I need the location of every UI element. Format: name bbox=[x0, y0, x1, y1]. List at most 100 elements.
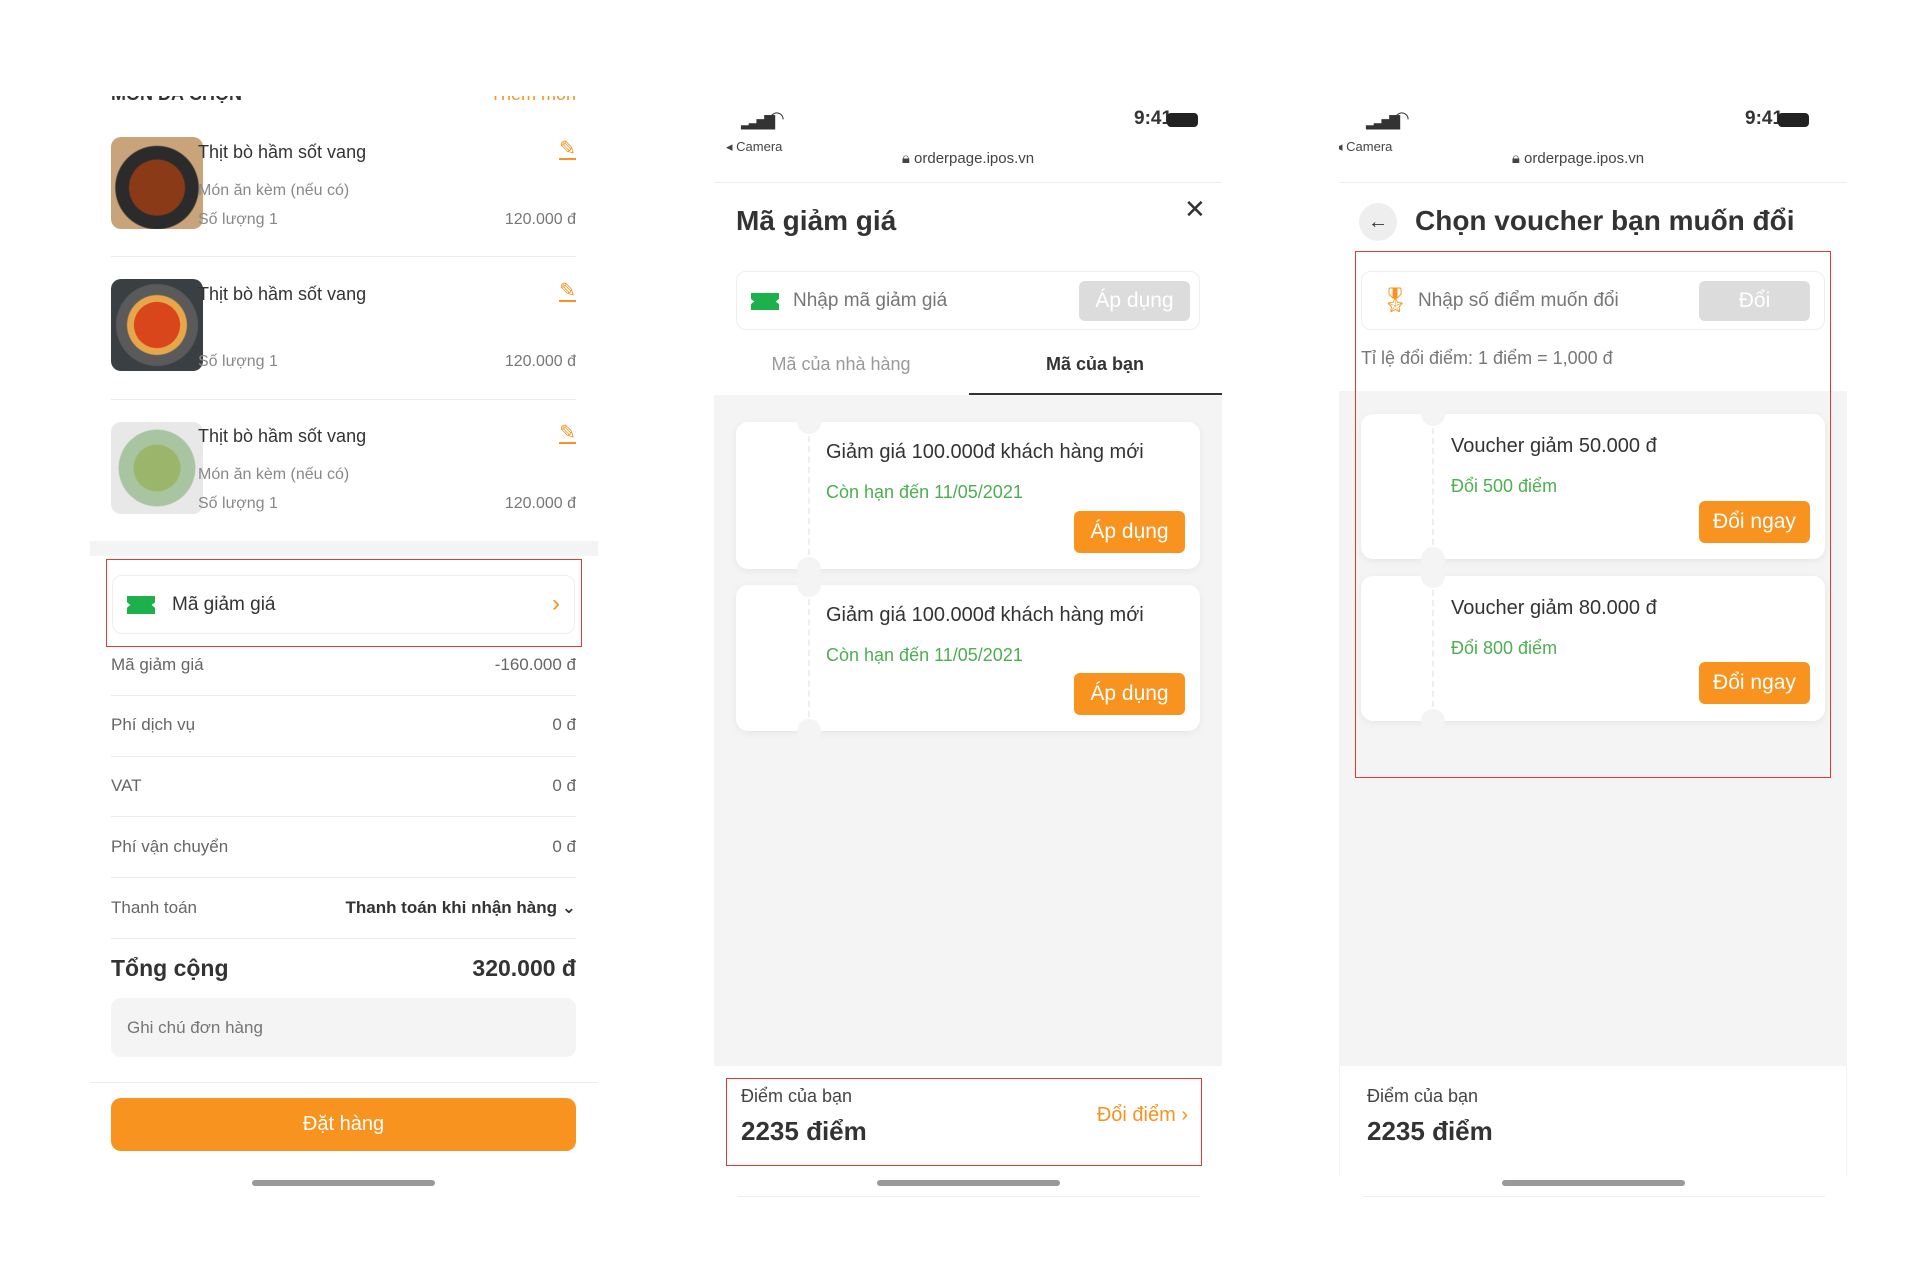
section-gap bbox=[90, 541, 598, 556]
status-bar: ▂▃▅▇ ◠ 9:41 bbox=[1339, 108, 1847, 134]
voucher-title: Voucher giảm 50.000 đ bbox=[1451, 435, 1657, 457]
battery-icon bbox=[1778, 113, 1809, 127]
divider bbox=[111, 877, 576, 878]
item-price: 120.000 đ bbox=[504, 211, 576, 228]
voucher-card: Giảm giá 100.000đ khách hàng mới Còn hạn… bbox=[736, 410, 1200, 581]
total-row: Tổng cộng 320.000 đ bbox=[111, 955, 576, 982]
edit-icon[interactable]: ✎ bbox=[559, 280, 576, 302]
add-more-link[interactable]: Thêm món bbox=[490, 96, 576, 105]
apply-code-button[interactable]: Áp dụng bbox=[1079, 281, 1190, 321]
active-tab-indicator bbox=[969, 393, 1222, 395]
notch bbox=[797, 410, 821, 434]
signal-icon: ▂▃▅▇ bbox=[1366, 113, 1400, 129]
tab-restaurant-codes[interactable]: Mã của nhà hàng bbox=[771, 354, 911, 374]
wifi-icon: ◠ bbox=[769, 108, 785, 128]
points-input[interactable] bbox=[1418, 284, 1678, 318]
item-qty: Số lượng 1 bbox=[198, 353, 278, 370]
voucher-list: Giảm giá 100.000đ khách hàng mới Còn hạn… bbox=[714, 395, 1222, 1066]
edit-icon[interactable]: ✎ bbox=[559, 138, 576, 160]
page-title: Chọn voucher bạn muốn đổi bbox=[1415, 205, 1795, 236]
status-bar: ▂▃▅▇ ◠ 9:41 bbox=[714, 108, 1222, 134]
dash-line bbox=[1432, 428, 1434, 545]
summary-label: Mã giảm giá bbox=[111, 655, 204, 674]
item-price: 120.000 đ bbox=[504, 495, 576, 512]
clock: 9:41 bbox=[1745, 108, 1784, 129]
order-note-input[interactable] bbox=[111, 998, 576, 1057]
summary-label: Phí dịch vụ bbox=[111, 715, 196, 734]
chevron-right-icon: › bbox=[1181, 1104, 1188, 1126]
back-arrow-icon[interactable]: ← bbox=[1359, 203, 1397, 241]
wifi-icon: ◠ bbox=[1394, 108, 1410, 128]
item-side: Món ăn kèm (nếu có) bbox=[198, 466, 350, 483]
divider bbox=[714, 182, 1222, 183]
summary-row: Phí vận chuyển 0 đ bbox=[111, 837, 576, 857]
place-order-button[interactable]: Đặt hàng bbox=[111, 1098, 576, 1151]
payment-row: Thanh toán Thanh toán khi nhận hàng ⌄ bbox=[111, 898, 576, 918]
voucher-cost: Đổi 800 điểm bbox=[1451, 638, 1558, 658]
home-indicator bbox=[1502, 1180, 1685, 1186]
divider bbox=[111, 399, 576, 400]
item-price: 120.000 đ bbox=[504, 353, 576, 370]
back-to-camera[interactable]: ◂ Camera bbox=[1339, 139, 1393, 154]
section-title: MÓN ĐÃ CHỌN bbox=[111, 96, 242, 105]
voucher-card: Voucher giảm 50.000 đ Đổi 500 điểm Đổi n… bbox=[1361, 402, 1825, 571]
coupon-row[interactable]: Mã giảm giá › bbox=[112, 575, 575, 634]
summary-value: 0 đ bbox=[552, 715, 576, 734]
points-value: 2235 điểm bbox=[1367, 1116, 1493, 1146]
divider bbox=[111, 256, 576, 257]
points-footer: Điểm của bạn 2235 điểm bbox=[1339, 1066, 1847, 1176]
coupon-code-input[interactable] bbox=[793, 284, 1053, 318]
food-image bbox=[111, 137, 203, 229]
redeem-points-link[interactable]: Đổi điểm › bbox=[1097, 1104, 1188, 1127]
url-bar[interactable]: 🔒︎ orderpage.ipos.vn bbox=[1339, 150, 1847, 167]
voucher-title: Giảm giá 100.000đ khách hàng mới bbox=[826, 441, 1144, 463]
ticket-icon bbox=[751, 293, 779, 310]
food-image bbox=[111, 422, 203, 514]
edit-icon[interactable]: ✎ bbox=[559, 422, 576, 444]
summary-value: -160.000 đ bbox=[494, 655, 576, 674]
redeem-now-button[interactable]: Đổi ngay bbox=[1699, 501, 1810, 543]
total-label: Tổng cộng bbox=[111, 955, 229, 981]
item-name: Thịt bò hầm sốt vang bbox=[198, 142, 367, 162]
points-label: Điểm của bạn bbox=[1367, 1086, 1479, 1106]
notch bbox=[1421, 709, 1445, 733]
section-header: MÓN ĐÃ CHỌN Thêm món bbox=[90, 96, 598, 116]
divider bbox=[111, 938, 576, 939]
points-input-group: 🎖︎ Đổi bbox=[1361, 271, 1825, 330]
battery-icon bbox=[1167, 113, 1198, 127]
divider bbox=[738, 1196, 1200, 1197]
voucher-expiry: Còn hạn đến 11/05/2021 bbox=[826, 482, 1023, 502]
exchange-button[interactable]: Đổi bbox=[1699, 281, 1810, 321]
apply-voucher-button[interactable]: Áp dụng bbox=[1074, 673, 1185, 715]
redeem-now-button[interactable]: Đổi ngay bbox=[1699, 662, 1810, 704]
page-title: Mã giảm giá bbox=[736, 205, 897, 236]
back-app-label: Camera bbox=[1346, 139, 1393, 154]
voucher-card: Giảm giá 100.000đ khách hàng mới Còn hạn… bbox=[736, 573, 1200, 743]
voucher-title: Giảm giá 100.000đ khách hàng mới bbox=[826, 604, 1144, 626]
back-to-camera[interactable]: ◂ Camera bbox=[726, 139, 783, 154]
divider bbox=[90, 1082, 598, 1083]
payment-value: Thanh toán khi nhận hàng bbox=[345, 898, 558, 917]
coupon-label: Mã giảm giá bbox=[172, 594, 276, 615]
points-value: 2235 điểm bbox=[741, 1116, 867, 1146]
total-value: 320.000 đ bbox=[472, 955, 576, 981]
apply-voucher-button[interactable]: Áp dụng bbox=[1074, 511, 1185, 553]
close-icon[interactable]: ✕ bbox=[1184, 194, 1206, 224]
url-bar[interactable]: 🔒︎ orderpage.ipos.vn bbox=[714, 150, 1222, 167]
award-icon: 🎖︎ bbox=[1380, 287, 1411, 314]
notch bbox=[797, 573, 821, 597]
summary-row: VAT 0 đ bbox=[111, 776, 576, 796]
tab-my-codes[interactable]: Mã của bạn bbox=[1045, 354, 1145, 374]
back-app-label: Camera bbox=[736, 139, 783, 154]
notch bbox=[1421, 564, 1445, 588]
summary-label: Phí vận chuyển bbox=[111, 837, 229, 856]
chevron-down-icon: ⌄ bbox=[561, 898, 576, 917]
divider bbox=[1363, 1196, 1825, 1197]
home-indicator bbox=[877, 1180, 1060, 1186]
voucher-expiry: Còn hạn đến 11/05/2021 bbox=[826, 645, 1023, 665]
payment-select[interactable]: Thanh toán khi nhận hàng ⌄ bbox=[345, 898, 576, 918]
summary-value: 0 đ bbox=[552, 837, 576, 856]
points-label: Điểm của bạn bbox=[741, 1086, 853, 1106]
summary-row: Mã giảm giá -160.000 đ bbox=[111, 655, 576, 675]
divider bbox=[111, 816, 576, 817]
